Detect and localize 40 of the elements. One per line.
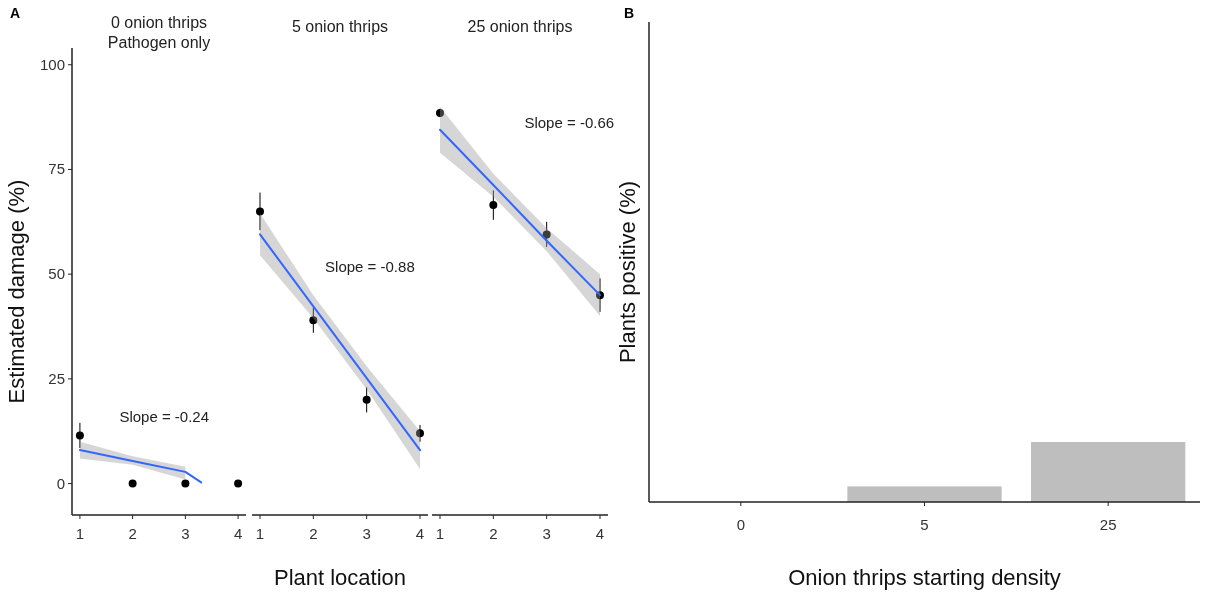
chart-title: 25 onion thrips [467,18,573,35]
x-tick-label: 4 [595,525,605,542]
annotation: Slope = -0.66 [524,113,615,131]
y-axis-title: Plants positive (%) [615,180,640,364]
x-tick-label: 3 [362,525,371,542]
y-axis-title: Estimated damage (%) [4,179,29,404]
point [256,207,264,216]
x-tick-label: 2 [128,525,137,542]
line-series [78,449,203,484]
x-tick-label: 4 [415,525,425,542]
x-tick-label: 5 [920,516,929,533]
x-tick-label: 3 [181,525,190,542]
x-tick-label: 1 [75,525,85,542]
x-tick-label: 3 [542,525,551,542]
chart-title: 5 onion thrips [291,18,389,35]
y-tick-label: 25 [48,369,65,387]
y-tick-label: 100 [39,55,65,73]
x-tick-label: 4 [233,525,243,542]
x-tick-label: 2 [309,525,318,542]
x-tick-label: 1 [435,525,445,542]
point [416,429,424,438]
chart-title: 0 onion thrips [110,14,208,31]
x-tick-label: 1 [255,525,265,542]
chart-subtitle: Pathogen only [107,34,211,51]
y-tick-label: 75 [48,160,65,178]
text: A [10,5,21,21]
annotation: Slope = -0.24 [119,407,210,425]
point [309,316,318,325]
x-tick-label: 25 [1099,516,1117,533]
point [362,395,371,404]
x-axis-title: Onion thrips starting density [788,565,1061,590]
point [489,201,498,210]
text: B [624,5,635,21]
point [542,230,551,239]
x-tick-label: 0 [736,516,746,533]
y-tick-label: 0 [56,474,65,492]
x-axis-title: Plant location [273,565,407,590]
y-tick-label: 50 [48,265,65,283]
x-tick-label: 2 [489,525,498,542]
annotation: Slope = -0.88 [325,257,415,275]
